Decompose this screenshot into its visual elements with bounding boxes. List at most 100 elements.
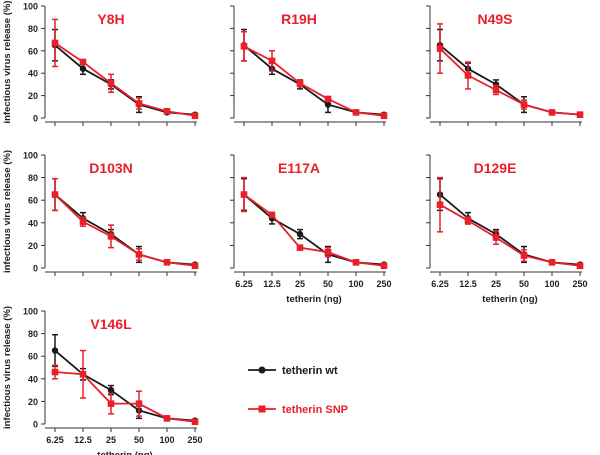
snp-point: [380, 262, 388, 270]
wt-series: [436, 177, 584, 268]
wt-point: [51, 347, 59, 354]
wt-series: [51, 177, 199, 268]
snp-series: [240, 176, 388, 270]
panel-y8h: 0 20 40 60 80 100 infectious virus release (%)…: [2, 0, 199, 126]
snp-point: [324, 95, 332, 103]
wt-line: [54, 193, 196, 266]
snp-point: [135, 251, 143, 258]
wt-point: [324, 101, 332, 108]
snp-point: [436, 201, 444, 209]
snp-point: [296, 79, 304, 87]
snp-point: [191, 418, 199, 426]
snp-series: [436, 23, 584, 118]
snp-point: [296, 244, 304, 251]
wt-point: [79, 65, 87, 72]
wt-line: [439, 44, 581, 116]
y-tick-label: 40: [28, 374, 38, 384]
y-tick-label: 20: [28, 91, 38, 101]
y-axis-label: infectious virus release (%): [2, 0, 13, 123]
x-axis-label: tetherin (ng): [286, 294, 341, 305]
snp-point: [576, 262, 584, 270]
snp-point: [163, 107, 171, 115]
wt-series: [240, 28, 388, 118]
panel-title: N49S: [477, 11, 512, 27]
snp-point: [520, 252, 528, 259]
snp-point: [51, 368, 59, 376]
y-tick-label: 0: [33, 264, 38, 274]
x-tick-label: 25: [491, 279, 501, 289]
panel-v146l: 0 20 40 60 80 100 6.25 12.5 25 50 100 250 tetherin (…: [2, 306, 203, 455]
y-tick-label: 60: [28, 196, 38, 206]
x-tick-label: 12.5: [459, 279, 477, 289]
snp-point: [79, 58, 87, 66]
x-tick-label: 100: [348, 279, 363, 289]
snp-point: [79, 370, 87, 378]
snp-point: [163, 415, 171, 422]
wt-line: [54, 349, 196, 422]
snp-point: [324, 248, 332, 256]
x-tick-label: 100: [159, 435, 174, 445]
snp-point: [107, 233, 115, 240]
legend-label-snp: tetherin SNP: [282, 404, 348, 416]
snp-point: [436, 45, 444, 52]
snp-point: [268, 211, 276, 219]
y-axis-label: infectious virus release (%): [2, 306, 13, 429]
y-tick-label: 40: [28, 218, 38, 228]
panel-title: E117A: [278, 160, 320, 176]
y-tick-label: 80: [28, 329, 38, 339]
snp-point: [191, 112, 199, 120]
wt-point: [296, 230, 304, 238]
snp-series: [51, 177, 199, 270]
panel-d103n: 0 20 40 60 80 100 infectious virus release (%)…: [2, 150, 199, 276]
x-tick-label: 50: [323, 279, 333, 289]
x-tick-label: 100: [544, 279, 559, 289]
snp-line: [439, 203, 581, 267]
snp-point: [240, 43, 248, 50]
wt-series: [436, 28, 584, 118]
wt-point: [107, 386, 115, 394]
snp-line: [439, 47, 581, 116]
y-tick-label: 20: [28, 397, 38, 407]
snp-series: [240, 31, 388, 120]
legend-marker-wt: [258, 366, 266, 374]
wt-series: [51, 333, 199, 424]
wt-line: [54, 44, 196, 116]
snp-point: [191, 262, 199, 270]
snp-line: [54, 371, 196, 423]
snp-point: [135, 100, 143, 107]
snp-point: [107, 79, 115, 87]
snp-point: [548, 109, 556, 116]
y-tick-label: 60: [28, 352, 38, 362]
y-tick-label: 0: [33, 420, 38, 430]
y-tick-label: 100: [23, 2, 38, 12]
snp-point: [51, 39, 59, 47]
x-tick-label: 6.25: [431, 279, 449, 289]
snp-line: [54, 193, 196, 267]
y-tick-label: 80: [28, 173, 38, 183]
snp-point: [464, 217, 472, 224]
legend: tetherin wt tetherin SNP: [248, 365, 348, 416]
x-tick-label: 6.25: [46, 435, 64, 445]
snp-point: [79, 218, 87, 225]
x-axis-label: tetherin (ng): [97, 450, 152, 455]
snp-point: [352, 109, 360, 116]
wt-line: [439, 193, 581, 266]
y-tick-label: 20: [28, 241, 38, 251]
wt-series: [51, 28, 199, 118]
snp-point: [380, 112, 388, 120]
snp-series: [436, 176, 584, 270]
x-tick-label: 25: [295, 279, 305, 289]
panel-title: Y8H: [97, 11, 124, 27]
snp-point: [492, 86, 500, 94]
x-tick-label: 12.5: [74, 435, 92, 445]
x-tick-label: 250: [187, 435, 202, 445]
panel-title: V146L: [90, 316, 132, 332]
x-axis-label: tetherin (ng): [482, 294, 537, 305]
snp-point: [107, 400, 115, 407]
panel-d129e: 6.25 12.5 25 50 100 250 tetherin (ng) D129E: [426, 154, 588, 305]
snp-point: [163, 259, 171, 266]
snp-point: [352, 259, 360, 266]
snp-point: [268, 57, 276, 65]
